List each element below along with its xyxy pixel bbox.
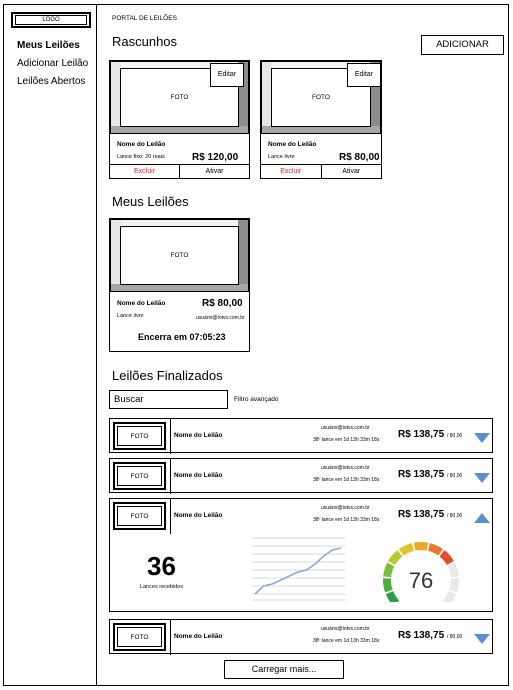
gauge-segment — [442, 591, 457, 602]
photo-label: FOTO — [117, 506, 162, 526]
photo-placeholder: FOTO — [110, 219, 249, 292]
auction-name: Nome do Leilão — [174, 432, 223, 439]
bid-count-label: Lances recebidos — [140, 584, 184, 590]
activate-button[interactable]: Ativar — [205, 168, 224, 175]
photo-placeholder: FOTO — [113, 623, 166, 651]
auction-price: R$ 80,00 — [339, 152, 380, 163]
winner-email: usuário@totvs.com.br — [321, 425, 370, 431]
gauge-segment — [439, 550, 454, 565]
bid-trend-chart — [252, 537, 346, 601]
sidebar: LOGO Meus Leilões Adicionar Leilão Leilõ… — [3, 4, 97, 686]
initial-price: / 80,00 — [447, 513, 463, 519]
chevron-down-icon[interactable] — [474, 634, 490, 644]
gauge-segment — [385, 591, 400, 602]
gauge-segment — [388, 550, 403, 565]
winner-email: usuário@totvs.com.br — [321, 626, 370, 632]
chevron-down-icon[interactable] — [474, 473, 490, 483]
auction-name: Nome do Leilão — [174, 472, 223, 479]
final-price: R$ 138,75 — [398, 469, 445, 480]
user-email: usuário@totvs.com.br — [196, 315, 245, 321]
load-more-button[interactable]: Carregar mais... — [224, 660, 344, 679]
auction-name: Nome do Leilão — [174, 512, 223, 519]
activate-button[interactable]: Ativar — [342, 168, 361, 175]
bid-info: 38º lance em 1d 13h 33m 18s — [313, 477, 380, 483]
gauge-segment — [383, 578, 393, 593]
auction-price: R$ 120,00 — [192, 152, 239, 163]
edit-button[interactable]: Editar — [347, 63, 381, 87]
auction-name: Nome do Leilão — [268, 141, 317, 148]
photo-label: FOTO — [120, 226, 239, 285]
logo: LOGO — [11, 12, 91, 28]
gauge-segment — [383, 562, 395, 578]
final-price: R$ 138,75 — [398, 429, 445, 440]
initial-price: / 80,00 — [447, 433, 463, 439]
gauge-segment — [413, 542, 429, 551]
advanced-filter-link[interactable]: Filtro avançado — [234, 396, 279, 403]
my-auctions-title: Meus Leilões — [112, 194, 189, 209]
gauge-segment — [447, 562, 459, 578]
photo-label: FOTO — [117, 466, 162, 486]
initial-price: / 80,00 — [447, 634, 463, 640]
trend-line — [254, 547, 342, 595]
auction-name: Nome do Leilão — [117, 141, 166, 148]
photo-label: FOTO — [117, 426, 162, 446]
final-price: R$ 138,75 — [398, 630, 445, 641]
delete-button[interactable]: Excluir — [110, 165, 180, 178]
photo-placeholder: FOTO — [113, 422, 166, 450]
sidebar-item-adicionar-leilao[interactable]: Adicionar Leilão — [17, 58, 89, 69]
auction-bid-type: Lance livre — [268, 154, 295, 160]
draft-card[interactable]: FOTO Editar Nome do Leilão Lance fixo: 2… — [109, 60, 250, 179]
sidebar-item-leiloes-abertos[interactable]: Leilões Abertos — [17, 76, 86, 87]
auction-name: Nome do Leilão — [174, 633, 223, 640]
initial-price: / 80,00 — [447, 473, 463, 479]
gauge-value: 76 — [409, 568, 433, 593]
winner-email: usuário@totvs.com.br — [321, 505, 370, 511]
delete-button[interactable]: Excluir — [261, 165, 322, 178]
drafts-title: Rascunhos — [112, 34, 178, 49]
edit-button[interactable]: Editar — [210, 63, 244, 87]
bid-info: 38º lance em 1d 13h 33m 18s — [313, 517, 380, 523]
photo-placeholder: FOTO — [110, 61, 249, 134]
photo-label: FOTO — [117, 627, 162, 647]
score-gauge: 76 — [383, 542, 459, 602]
sidebar-item-meus-leiloes[interactable]: Meus Leilões — [17, 40, 80, 51]
finished-row-expanded[interactable]: FOTO Nome do Leilão usuário@totvs.com.br… — [109, 498, 493, 612]
auction-card[interactable]: FOTO Nome do Leilão R$ 80,00 Lance livre… — [109, 218, 250, 352]
finished-row[interactable]: FOTO Nome do Leilão usuário@totvs.com.br… — [109, 458, 493, 494]
countdown: Encerra em 07:05:23 — [138, 332, 226, 342]
gauge-segment — [398, 543, 414, 556]
auction-name: Nome do Leilão — [117, 300, 166, 307]
gauge-segment — [449, 578, 459, 593]
finished-row[interactable]: FOTO Nome do Leilão usuário@totvs.com.br… — [109, 619, 493, 655]
chevron-up-icon[interactable] — [474, 513, 490, 523]
final-price: R$ 138,75 — [398, 509, 445, 520]
app-frame — [3, 4, 509, 686]
gauge-segment — [428, 543, 444, 556]
add-button[interactable]: ADICIONAR — [421, 35, 504, 55]
auction-bid-type: Lance livre — [117, 313, 144, 319]
finished-title: Leilões Finalizados — [112, 368, 223, 383]
auction-price: R$ 80,00 — [202, 298, 243, 309]
portal-title: PORTAL DE LEILÕES — [112, 15, 177, 22]
auction-bid-type: Lance fixo: 20 reais — [117, 154, 165, 160]
photo-placeholder: FOTO — [113, 502, 166, 530]
bid-info: 38º lance em 1d 13h 33m 18s — [313, 638, 380, 644]
bid-info: 38º lance em 1d 13h 33m 18s — [313, 437, 380, 443]
photo-placeholder: FOTO — [113, 462, 166, 490]
logo-label: LOGO — [15, 15, 87, 25]
bid-count: 36 — [147, 551, 176, 581]
draft-card[interactable]: FOTO Editar Nome do Leilão Lance livre R… — [260, 60, 382, 179]
winner-email: usuário@totvs.com.br — [321, 465, 370, 471]
finished-row[interactable]: FOTO Nome do Leilão usuário@totvs.com.br… — [109, 418, 493, 454]
chevron-down-icon[interactable] — [474, 433, 490, 443]
search-input[interactable]: Buscar — [109, 390, 228, 409]
